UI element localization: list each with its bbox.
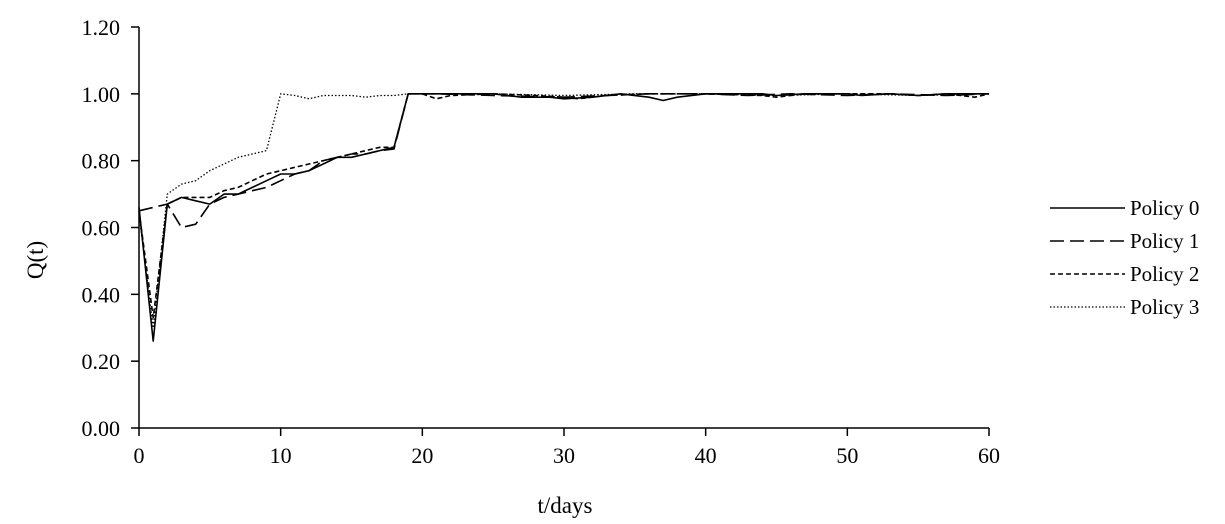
y-tick-label: 0.20 — [82, 349, 121, 374]
legend-label: Policy 3 — [1130, 295, 1199, 319]
x-tick-label: 40 — [695, 443, 717, 468]
x-tick-label: 30 — [553, 443, 575, 468]
y-tick-label: 0.60 — [82, 216, 121, 241]
x-tick-label: 10 — [270, 443, 292, 468]
y-tick-label: 0.40 — [82, 282, 121, 307]
y-axis-title: Q(t) — [23, 241, 48, 279]
legend-label: Policy 1 — [1130, 229, 1199, 253]
axes: 0.00 0.20 0.40 0.60 0.80 1.00 1.20 0 10 20 30 40 50 6… — [82, 15, 1001, 468]
series-line-policy-0 — [138, 93, 989, 342]
x-tick-label: 50 — [836, 443, 858, 468]
y-tick-label: 0.00 — [82, 416, 121, 441]
legend: Policy 0 Policy 1 Policy 2 Policy 3 — [1050, 196, 1199, 319]
x-tick-label: 0 — [134, 443, 145, 468]
x-tick-label: 60 — [978, 443, 1000, 468]
y-tick-label: 0.80 — [82, 149, 121, 174]
series-line-policy-3 — [138, 93, 990, 329]
legend-label: Policy 0 — [1130, 196, 1199, 220]
series-line-policy-2 — [138, 93, 990, 319]
x-tick-label: 20 — [411, 443, 433, 468]
series-lines — [138, 93, 990, 342]
legend-label: Policy 2 — [1130, 262, 1199, 286]
series-line-policy-1 — [138, 93, 990, 229]
x-axis-title: t/days — [538, 493, 593, 518]
y-tick-label: 1.00 — [82, 82, 121, 107]
y-tick-label: 1.20 — [82, 15, 121, 40]
